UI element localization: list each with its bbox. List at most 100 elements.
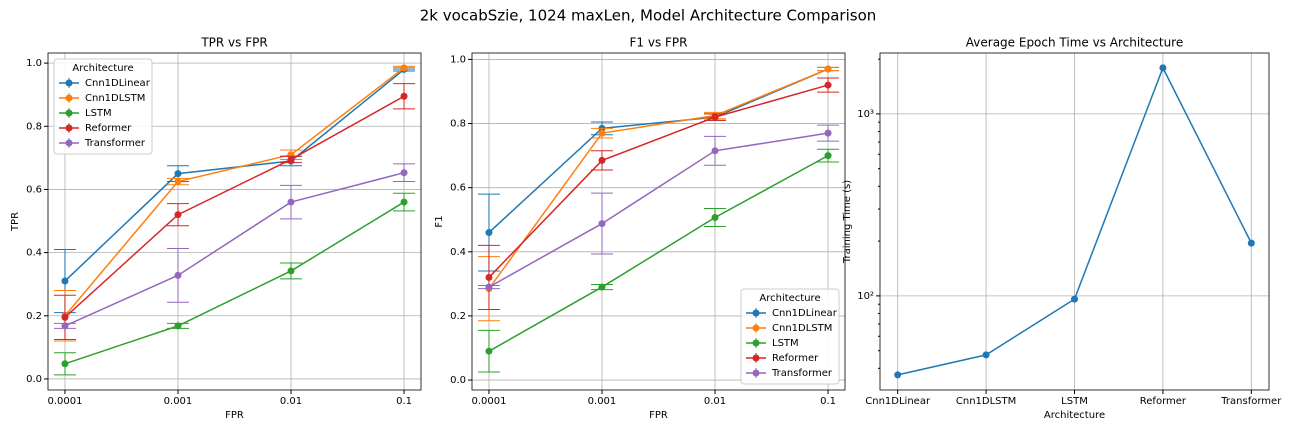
y-tick-label: 0.8: [450, 119, 466, 130]
subplot-title: F1 vs FPR: [630, 36, 688, 50]
marker: [174, 322, 182, 330]
marker: [1159, 64, 1167, 72]
y-tick-label: 10³: [857, 109, 874, 120]
marker: [824, 129, 832, 137]
marker: [1247, 239, 1255, 247]
plot-frame: [471, 52, 846, 391]
x-tick-label: 0.0001: [471, 396, 506, 407]
y-tick-label: 0.0: [26, 374, 42, 385]
y-tick-label: 0.4: [26, 248, 42, 259]
figure-title: 2k vocabSzie, 1024 maxLen, Model Archite…: [420, 7, 877, 25]
x-tick-label: 0.0001: [47, 396, 82, 407]
legend-label: Reformer: [85, 123, 132, 134]
marker: [400, 92, 408, 100]
x-tick-label: 0.01: [280, 396, 302, 407]
series-line: [64, 171, 405, 327]
legend-label: Cnn1DLSTM: [85, 93, 145, 104]
y-tick-label: 0.0: [450, 375, 466, 386]
marker: [61, 277, 69, 285]
legend-swatch: [65, 79, 73, 87]
legend-label: Transformer: [84, 138, 146, 149]
series-line: [64, 67, 405, 317]
x-tick-label: 0.1: [396, 396, 412, 407]
legend-title: Architecture: [759, 293, 820, 304]
legend-label: Reformer: [772, 353, 819, 364]
legend-swatch: [65, 94, 73, 102]
marker: [287, 198, 295, 206]
series-line: [488, 68, 829, 290]
y-tick-label: 0.2: [26, 311, 42, 322]
legend-swatch: [752, 339, 760, 347]
x-axis-label: FPR: [225, 410, 244, 421]
marker: [485, 229, 493, 237]
x-tick-label: 0.001: [164, 396, 193, 407]
x-tick-label: Cnn1DLinear: [865, 396, 931, 407]
y-tick-label: 0.8: [26, 121, 42, 132]
series-line: [64, 68, 405, 282]
y-tick-label: 0.6: [450, 183, 466, 194]
series-line: [488, 154, 829, 352]
marker: [598, 220, 606, 228]
legend-swatch: [65, 124, 73, 132]
series-line: [64, 95, 405, 318]
marker: [485, 347, 493, 355]
subplot-title: Average Epoch Time vs Architecture: [966, 36, 1183, 50]
y-tick-label: 1.0: [26, 58, 42, 69]
series-line: [64, 201, 405, 365]
legend-title: Architecture: [72, 63, 133, 74]
marker: [287, 155, 295, 163]
y-tick-label: 0.6: [26, 184, 42, 195]
marker: [174, 211, 182, 219]
legend-label: Cnn1DLinear: [772, 308, 838, 319]
marker: [61, 313, 69, 321]
x-tick-label: Reformer: [1140, 396, 1187, 407]
marker: [287, 267, 295, 275]
marker: [485, 283, 493, 291]
marker: [400, 64, 408, 72]
legend-label: Transformer: [771, 368, 833, 379]
y-tick-label: 1.0: [450, 54, 466, 65]
marker: [711, 213, 719, 221]
marker: [174, 271, 182, 279]
x-axis-label: Architecture: [1044, 410, 1105, 421]
legend-swatch: [752, 324, 760, 332]
y-tick-label: 10²: [857, 291, 874, 302]
x-axis-label: FPR: [649, 410, 668, 421]
x-tick-label: Cnn1DLSTM: [956, 396, 1016, 407]
x-tick-label: 0.001: [588, 396, 617, 407]
legend-swatch: [752, 369, 760, 377]
marker: [598, 283, 606, 291]
marker: [400, 198, 408, 206]
series-line: [488, 84, 829, 278]
marker: [1071, 295, 1078, 303]
legend-label: Cnn1DLSTM: [772, 323, 832, 334]
marker: [61, 360, 69, 368]
marker: [598, 156, 606, 164]
x-tick-label: 0.01: [704, 396, 726, 407]
x-tick-label: 0.1: [820, 396, 836, 407]
legend-label: Cnn1DLinear: [85, 78, 151, 89]
marker: [824, 81, 832, 89]
legend-swatch: [65, 109, 73, 117]
marker: [982, 351, 990, 359]
subplot-title: TPR vs FPR: [200, 36, 267, 50]
marker: [61, 322, 69, 330]
marker: [824, 152, 832, 160]
plot-frame: [879, 52, 1270, 391]
marker: [711, 113, 719, 121]
marker: [598, 129, 606, 137]
legend-label: LSTM: [85, 108, 112, 119]
marker: [485, 273, 493, 281]
plot-frame: [47, 52, 422, 391]
series-line: [488, 132, 829, 288]
y-tick-label: 0.4: [450, 247, 466, 258]
marker: [711, 147, 719, 155]
marker: [894, 371, 902, 379]
x-tick-label: Transformer: [1220, 396, 1282, 407]
marker: [824, 65, 832, 73]
marker: [174, 170, 182, 178]
y-axis-label: F1: [434, 215, 445, 227]
legend-swatch: [752, 354, 760, 362]
legend-label: LSTM: [772, 338, 799, 349]
